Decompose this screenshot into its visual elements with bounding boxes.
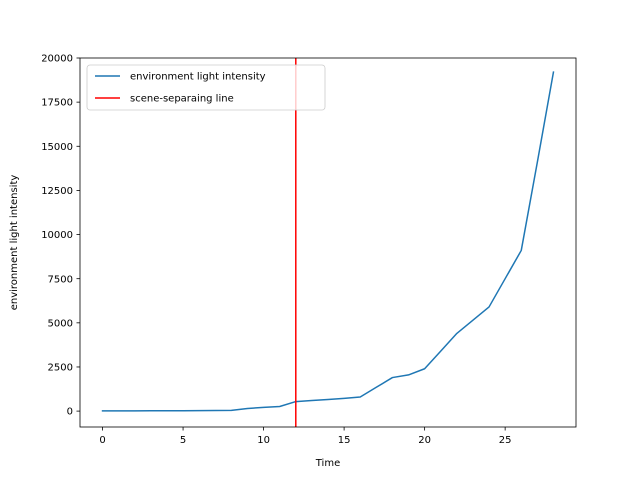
- x-tick-label: 0: [99, 435, 105, 446]
- y-tick-label: 17500: [41, 98, 73, 109]
- y-tick-label: 20000: [41, 54, 73, 65]
- y-tick-label: 2500: [48, 363, 73, 374]
- y-tick-label: 5000: [48, 318, 73, 329]
- plot-area: [80, 58, 576, 427]
- y-axis-label: environment light intensity: [9, 175, 20, 311]
- legend-label-environment-light-intensity: environment light intensity: [130, 72, 266, 83]
- y-tick-label: 7500: [48, 274, 73, 285]
- legend: environment light intensity scene-separa…: [86, 64, 326, 111]
- x-tick-label: 20: [418, 435, 431, 446]
- data-marks: [101, 58, 555, 427]
- x-axis-label: Time: [315, 458, 340, 469]
- y-tick-label: 12500: [41, 186, 73, 197]
- plot-frame: [79, 57, 577, 428]
- x-tick-label: 25: [499, 435, 512, 446]
- y-tick-label: 15000: [41, 142, 73, 153]
- legend-box: [86, 64, 326, 111]
- axis-ticks: 0 5 10 15 20 25 0 2500 5000 7500 10000 12500 15000 17…: [41, 54, 511, 446]
- x-tick-label: 15: [338, 435, 351, 446]
- legend-label-scene-separating-line: scene-separaing line: [130, 94, 234, 105]
- x-tick-label: 10: [257, 435, 270, 446]
- series-line-0: [101, 71, 555, 412]
- y-tick-label: 10000: [41, 230, 73, 241]
- y-tick-label: 0: [67, 407, 73, 418]
- x-tick-label: 5: [180, 435, 186, 446]
